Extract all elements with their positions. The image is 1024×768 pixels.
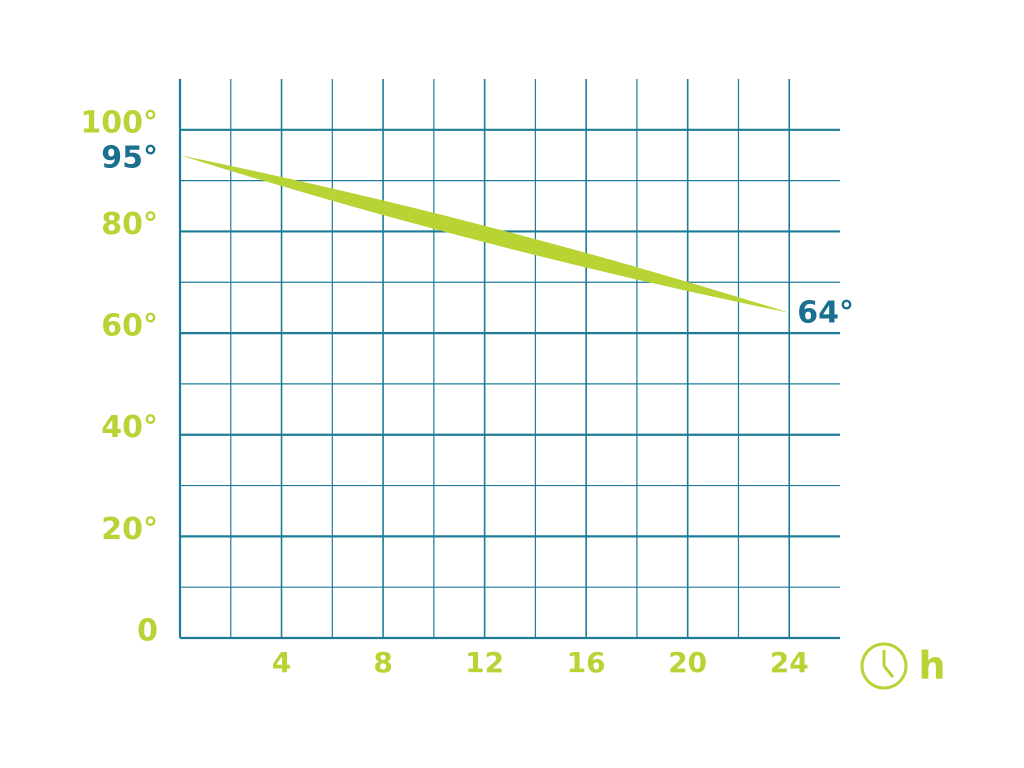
- x-tick-label: 24: [770, 646, 809, 679]
- x-tick-label: 4: [272, 646, 291, 679]
- value-label: 95°: [101, 141, 158, 176]
- y-tick-label: 40°: [101, 410, 158, 445]
- y-tick-label: 0: [137, 614, 158, 649]
- clock-icon: [860, 642, 908, 690]
- plot: 0 20° 40° 60° 80° 100° 4 8 12 16 20 24 95° 64°: [80, 79, 854, 679]
- x-axis-label: h: [918, 644, 945, 688]
- x-tick-label: 8: [373, 646, 392, 679]
- y-tick-label: 80°: [101, 207, 158, 242]
- y-tick-label: 20°: [101, 512, 158, 547]
- temperature-band: [180, 155, 790, 313]
- x-tick-label: 16: [567, 646, 606, 679]
- x-tick-label: 12: [465, 646, 504, 679]
- y-tick-label: 100°: [80, 105, 158, 140]
- y-tick-label: 60°: [101, 309, 158, 344]
- x-tick-label: 20: [668, 646, 707, 679]
- value-label: 64°: [797, 295, 854, 330]
